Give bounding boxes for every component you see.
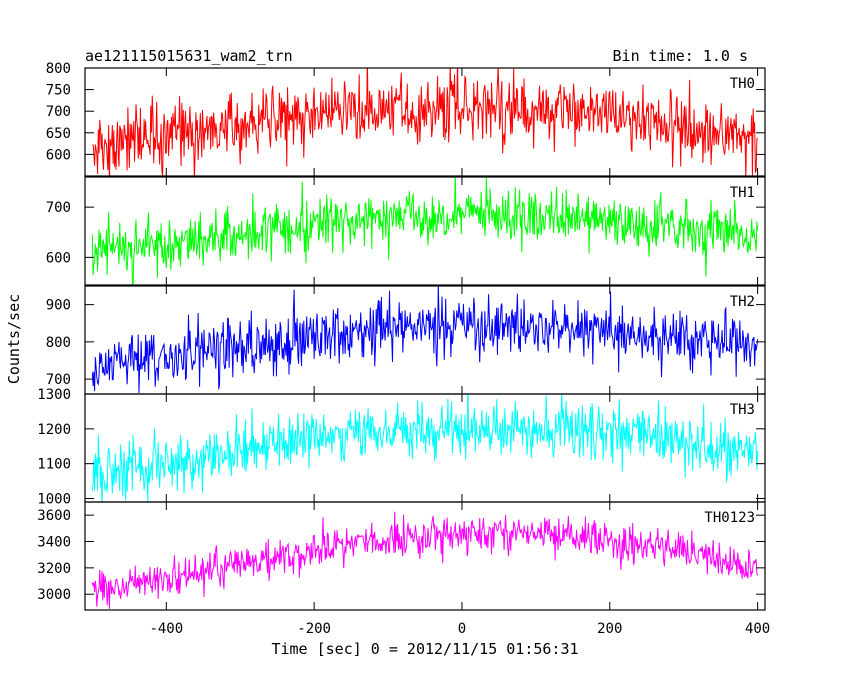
y-tick-label: 1100	[37, 457, 71, 473]
y-tick-label: 800	[46, 61, 71, 77]
series-label-th2: TH2	[730, 294, 755, 310]
x-tick-label: 400	[745, 621, 770, 637]
x-tick-label: 200	[597, 621, 622, 637]
y-tick-label: 3000	[37, 587, 71, 603]
y-tick-label: 3600	[37, 508, 71, 524]
y-tick-label: 1000	[37, 492, 71, 508]
series-line-th0	[92, 68, 759, 176]
series-line-th3	[91, 394, 759, 502]
y-tick-label: 1200	[37, 422, 71, 438]
panel-frame	[84, 67, 766, 177]
series-line-th1	[91, 177, 759, 285]
y-tick-label: 750	[46, 83, 71, 99]
panel-th0123: 3000 3200 3400 3600 TH0123	[37, 501, 766, 611]
x-tick-label: -400	[149, 621, 183, 637]
y-tick-label: 900	[46, 298, 71, 314]
y-tick-label: 600	[46, 250, 71, 266]
panel-frame	[84, 176, 766, 286]
series-label-th1: TH1	[730, 185, 755, 201]
series-line-th2	[91, 286, 759, 393]
y-tick-label: 600	[46, 147, 71, 163]
y-tick-label: 700	[46, 200, 71, 216]
series-line-th0123	[91, 511, 759, 609]
y-tick-label: 800	[46, 335, 71, 351]
y-tick-label: 3200	[37, 561, 71, 577]
panel-th2: 700 800 900 TH2	[46, 285, 766, 395]
chart-title-right: Bin time: 1.0 s	[613, 47, 748, 65]
series-label-th0123: TH0123	[704, 510, 755, 526]
panel-th3: 1000 1100 1200 1300 TH3	[37, 387, 766, 508]
y-tick-label: 1300	[37, 387, 71, 403]
panel-frame	[84, 501, 766, 611]
y-tick-label: 3400	[37, 535, 71, 551]
x-tick-label: -200	[297, 621, 331, 637]
panel-th0: 600 650 700 750 800 TH0	[46, 61, 766, 177]
series-label-th3: TH3	[730, 402, 755, 418]
panels-group: 600 650 700 750 800 TH0 600 700 TH1 700 800 900 TH2 1…	[37, 61, 770, 637]
y-tick-label: 700	[46, 104, 71, 120]
series-label-th0: TH0	[730, 76, 755, 92]
y-tick-label: 700	[46, 372, 71, 388]
x-axis-label: Time [sec] 0 = 2012/11/15 01:56:31	[271, 640, 578, 658]
y-axis-label: Counts/sec	[5, 294, 23, 384]
chart-title-left: ae121115015631_wam2_trn	[85, 47, 293, 65]
x-tick-label: 0	[458, 621, 466, 637]
y-tick-label: 650	[46, 126, 71, 142]
panel-th1: 600 700 TH1	[46, 176, 766, 286]
